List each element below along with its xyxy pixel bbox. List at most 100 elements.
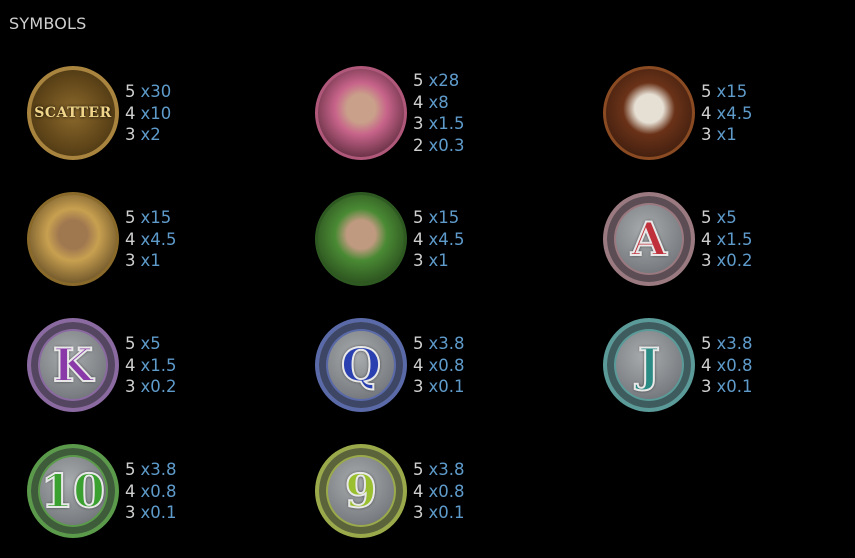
symbol-jack: J 5 x3.8 4 x0.8 3 x0.1 xyxy=(576,302,855,428)
match-count: 5 xyxy=(413,459,424,479)
multiplier: x0.2 xyxy=(716,250,753,270)
pay-line: 3 x1 xyxy=(125,250,177,272)
pay-line: 3 x0.1 xyxy=(413,376,465,398)
multiplier: x4.5 xyxy=(428,229,465,249)
section-title: SYMBOLS xyxy=(9,14,87,33)
match-count: 5 xyxy=(125,81,136,101)
multiplier: x3.8 xyxy=(140,459,177,479)
multiplier: x0.3 xyxy=(428,135,465,155)
multiplier: x1.5 xyxy=(140,355,177,375)
paytable: 5 x30 4 x10 3 x2 xyxy=(125,81,171,146)
match-count: 3 xyxy=(413,502,424,522)
match-count: 4 xyxy=(413,355,424,375)
paytable: 5 x3.8 4 x0.8 3 x0.1 xyxy=(701,333,753,398)
match-count: 4 xyxy=(413,92,424,112)
match-count: 3 xyxy=(125,502,136,522)
match-count: 3 xyxy=(125,124,136,144)
multiplier: x1.5 xyxy=(428,114,465,133)
pay-line: 5 x3.8 xyxy=(125,459,177,481)
multiplier: x0.1 xyxy=(428,502,465,522)
match-count: 5 xyxy=(125,207,136,227)
match-count: 4 xyxy=(125,355,136,375)
match-count: 4 xyxy=(125,229,136,249)
symbol-ace: A 5 x5 4 x1.5 3 x0.2 xyxy=(576,176,855,302)
pay-line: 4 x0.8 xyxy=(413,354,465,376)
symbol-woman-pink: 5 x28 4 x8 3 x1.5 2 x0.3 xyxy=(288,50,576,176)
pay-line: 4 x0.8 xyxy=(125,480,177,502)
multiplier: x2 xyxy=(140,124,161,144)
pay-line: 5 x5 xyxy=(125,333,177,355)
symbol-king: K 5 x5 4 x1.5 3 x0.2 xyxy=(0,302,288,428)
multiplier: x5 xyxy=(716,207,737,227)
multiplier: x0.1 xyxy=(140,502,177,522)
pay-line: 3 x1 xyxy=(701,124,753,146)
paytable: 5 x15 4 x4.5 3 x1 xyxy=(701,81,753,146)
multiplier: x1.5 xyxy=(716,229,753,249)
symbol-glyph: 9 xyxy=(344,463,378,519)
match-count: 4 xyxy=(701,229,712,249)
match-count: 3 xyxy=(125,250,136,270)
pay-line: 5 x28 xyxy=(413,70,465,92)
match-count: 3 xyxy=(413,376,424,396)
match-count: 5 xyxy=(413,71,424,90)
multiplier: x3.8 xyxy=(428,459,465,479)
match-count: 5 xyxy=(701,207,712,227)
multiplier: x0.2 xyxy=(140,376,177,396)
multiplier: x30 xyxy=(140,81,172,101)
symbol-red-beard-pirate: 5 x15 4 x4.5 3 x1 xyxy=(576,50,855,176)
symbol-glyph: A xyxy=(630,211,668,267)
pay-line: 3 x0.2 xyxy=(125,376,177,398)
pay-line: 5 x3.8 xyxy=(701,333,753,355)
pay-line: 4 x1.5 xyxy=(125,354,177,376)
match-count: 5 xyxy=(701,81,712,101)
pay-line: 3 x0.2 xyxy=(701,250,753,272)
multiplier: x3.8 xyxy=(716,333,753,353)
symbol-glyph: K xyxy=(52,337,94,393)
woman-pink-symbol-icon xyxy=(315,66,407,160)
paytable: 5 x15 4 x4.5 3 x1 xyxy=(413,207,465,272)
pay-line: 5 x15 xyxy=(413,207,465,229)
pay-line: 4 x4.5 xyxy=(413,228,465,250)
paytable: 5 x15 4 x4.5 3 x1 xyxy=(125,207,177,272)
symbol-pirate-captain: 5 x15 4 x4.5 3 x1 xyxy=(0,176,288,302)
match-count: 5 xyxy=(413,207,424,227)
pay-line: 5 x5 xyxy=(701,207,753,229)
match-count: 4 xyxy=(701,103,712,123)
pay-line: 3 x0.1 xyxy=(125,502,177,524)
ace-symbol-icon: A xyxy=(603,192,695,286)
pay-line: 3 x1.5 xyxy=(413,113,465,135)
match-count: 3 xyxy=(125,376,136,396)
match-count: 4 xyxy=(125,481,136,501)
ten-symbol-icon: 10 xyxy=(27,444,119,538)
woman-green-symbol-icon xyxy=(315,192,407,286)
match-count: 3 xyxy=(701,124,712,144)
symbol-ten: 10 5 x3.8 4 x0.8 3 x0.1 xyxy=(0,428,288,554)
queen-symbol-icon: Q xyxy=(315,318,407,412)
pay-line: 4 x0.8 xyxy=(413,480,465,502)
pay-line: 4 x1.5 xyxy=(701,228,753,250)
pay-line: 2 x0.3 xyxy=(413,135,465,157)
match-count: 3 xyxy=(701,250,712,270)
multiplier: x5 xyxy=(140,333,161,353)
multiplier: x0.8 xyxy=(428,355,465,375)
symbol-glyph: Q xyxy=(340,337,382,393)
pay-line: 5 x30 xyxy=(125,81,171,103)
pay-line: 3 x2 xyxy=(125,124,171,146)
pay-line: 4 x4.5 xyxy=(701,102,753,124)
symbol-nine: 9 5 x3.8 4 x0.8 3 x0.1 xyxy=(288,428,576,554)
red-beard-pirate-symbol-icon xyxy=(603,66,695,160)
paytable: 5 x28 4 x8 3 x1.5 2 x0.3 xyxy=(413,70,465,156)
symbol-queen: Q 5 x3.8 4 x0.8 3 x0.1 xyxy=(288,302,576,428)
match-count: 3 xyxy=(701,376,712,396)
multiplier: x10 xyxy=(140,103,172,123)
match-count: 5 xyxy=(413,333,424,353)
multiplier: x0.8 xyxy=(140,481,177,501)
match-count: 4 xyxy=(413,229,424,249)
match-count: 5 xyxy=(125,333,136,353)
nine-symbol-icon: 9 xyxy=(315,444,407,538)
match-count: 2 xyxy=(413,135,424,155)
multiplier: x0.1 xyxy=(716,376,753,396)
multiplier: x1 xyxy=(716,124,737,144)
symbol-scatter: SCATTER 5 x30 4 x10 3 x2 xyxy=(0,50,288,176)
king-symbol-icon: K xyxy=(27,318,119,412)
